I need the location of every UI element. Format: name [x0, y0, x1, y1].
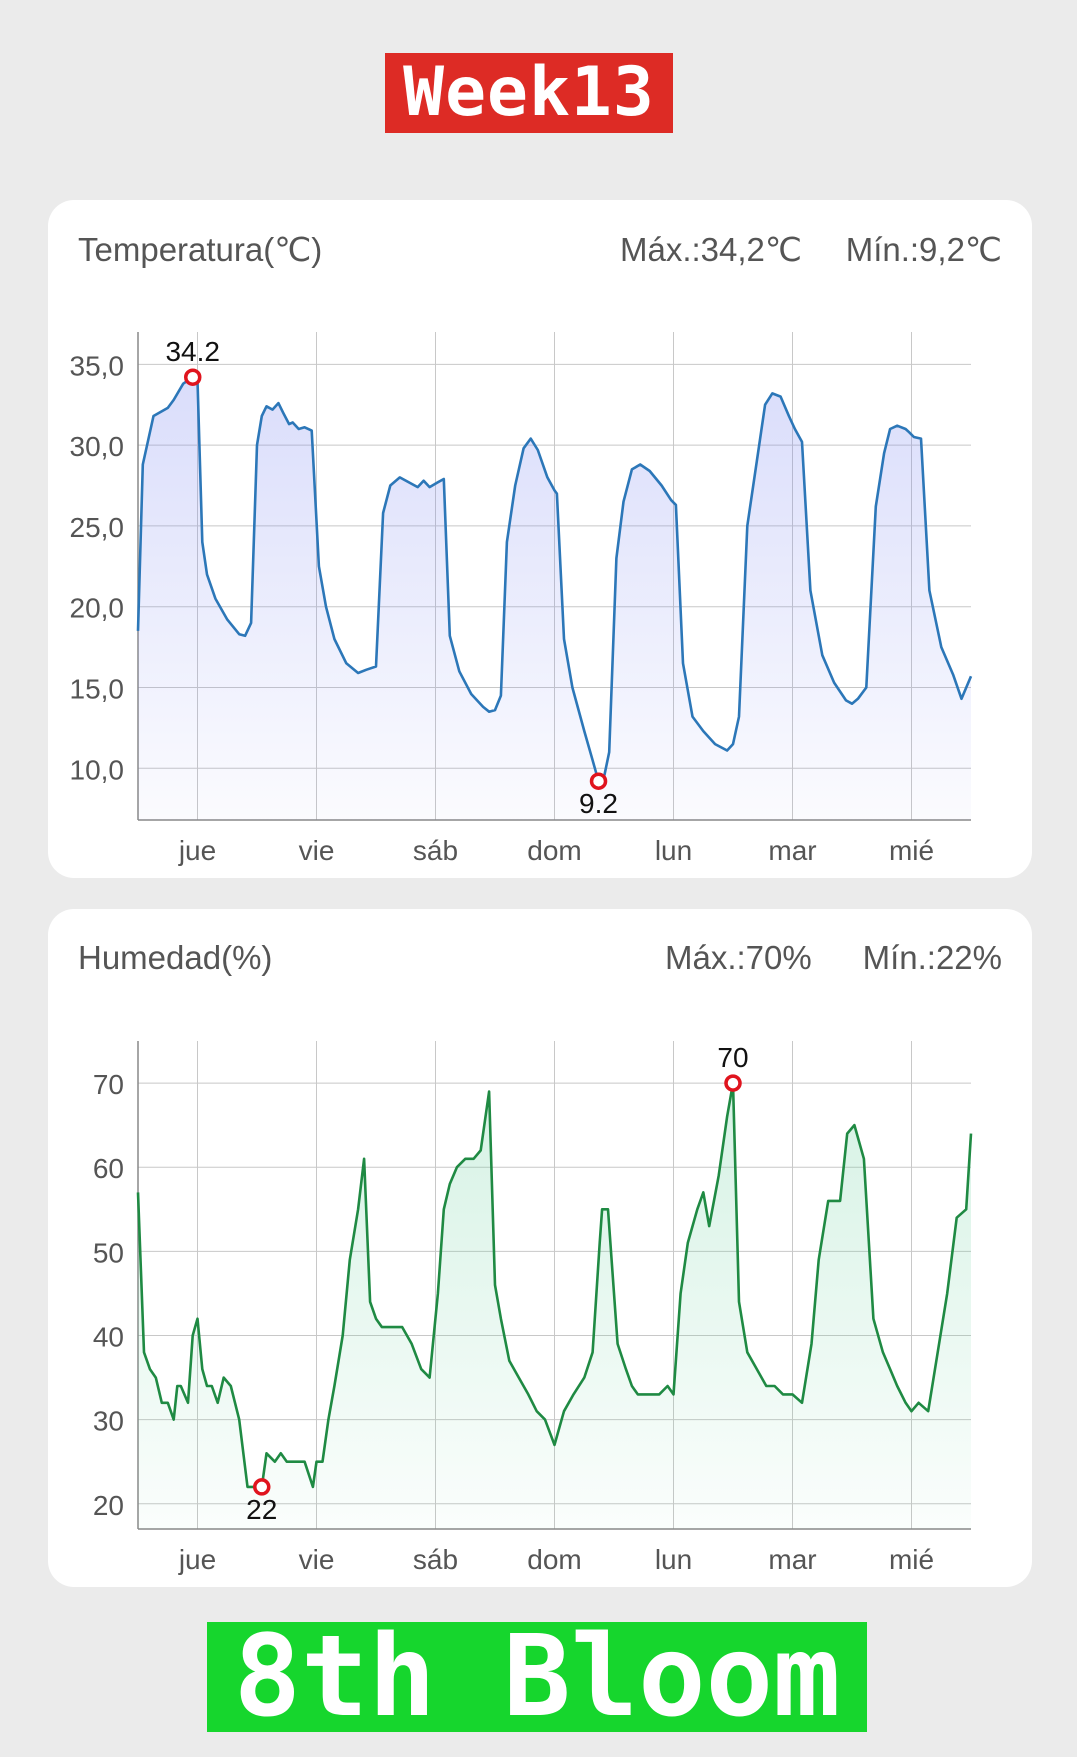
- x-tick-label: mié: [889, 1544, 934, 1575]
- y-tick-label: 35,0: [70, 350, 125, 381]
- max-point-marker: [183, 368, 202, 386]
- min-point-marker: [253, 1478, 271, 1496]
- humidity-max-label: Máx.:70%: [665, 939, 812, 976]
- stage-banner: 8th Bloom: [207, 1621, 867, 1733]
- week-banner: Week13: [385, 53, 673, 133]
- x-tick-label: vie: [299, 1544, 335, 1575]
- series-line: [136, 1081, 973, 1489]
- y-tick-label: 40: [93, 1321, 124, 1352]
- max-point-marker: [724, 1074, 742, 1092]
- x-tick-label: lun: [655, 835, 692, 866]
- y-tick-label: 20: [93, 1490, 124, 1521]
- max-point-label: 34.2: [165, 336, 220, 367]
- x-tick-label: vie: [299, 835, 335, 866]
- series-area: [138, 1083, 971, 1529]
- x-tick-label: jue: [178, 1544, 216, 1575]
- y-tick-label: 50: [93, 1237, 124, 1268]
- humidity-min-label: Mín.:22%: [862, 939, 1002, 976]
- min-point-label: 22: [246, 1494, 277, 1525]
- humidity-title: Humedad(%): [78, 939, 273, 976]
- temperature-max-label: Máx.:34,2℃: [620, 231, 802, 268]
- humidity-card: Humedad(%) Máx.:70% Mín.:22% 20 30 40 50 60 7…: [48, 909, 1032, 1587]
- series-area: [138, 377, 971, 820]
- x-tick-label: mar: [768, 835, 816, 866]
- temperature-min-label: Mín.:9,2℃: [845, 231, 1002, 268]
- temperature-title: Temperatura(℃): [78, 231, 323, 268]
- temperature-card: Temperatura(℃) Máx.:34,2℃ Mín.:9,2℃ 10,0…: [48, 200, 1032, 878]
- x-tick-label: mié: [889, 835, 934, 866]
- min-point-marker: [589, 772, 608, 790]
- min-point-label: 9.2: [579, 788, 618, 819]
- y-tick-label: 30,0: [70, 431, 125, 462]
- x-tick-label: mar: [768, 1544, 816, 1575]
- x-tick-label: sáb: [413, 1544, 458, 1575]
- x-tick-label: dom: [527, 835, 581, 866]
- y-tick-label: 15,0: [70, 673, 125, 704]
- y-tick-label: 70: [93, 1069, 124, 1100]
- y-tick-label: 60: [93, 1153, 124, 1184]
- x-tick-label: sáb: [413, 835, 458, 866]
- humidity-chart: 20 30 40 50 60 70 jue vie sáb dom lun mar mié 70 22: [93, 1041, 973, 1575]
- y-tick-label: 30: [93, 1406, 124, 1437]
- y-tick-label: 20,0: [70, 593, 125, 624]
- x-tick-label: lun: [655, 1544, 692, 1575]
- series-line: [136, 375, 973, 783]
- x-tick-label: dom: [527, 1544, 581, 1575]
- max-point-label: 70: [717, 1042, 748, 1073]
- y-tick-label: 10,0: [70, 754, 125, 785]
- temperature-chart: 10,0 15,0 20,0 25,0 30,0 35,0 jue vie sáb dom lun m…: [70, 332, 973, 866]
- x-tick-label: jue: [178, 835, 216, 866]
- y-tick-label: 25,0: [70, 512, 125, 543]
